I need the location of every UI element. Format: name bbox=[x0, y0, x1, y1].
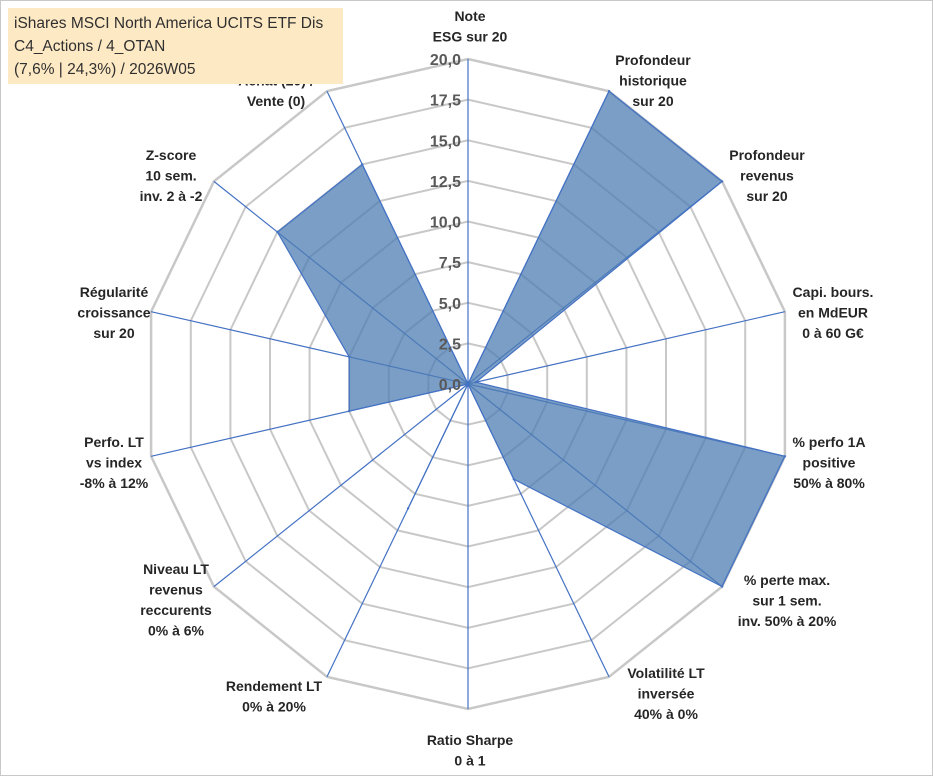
data-point-niveau_rev bbox=[466, 382, 470, 386]
data-point-capi bbox=[474, 381, 478, 384]
axis-label-zscore: Z-score 10 sem. inv. 2 à -2 bbox=[140, 147, 203, 204]
series-layer bbox=[276, 90, 787, 588]
tick-label-5: 12,5 bbox=[430, 174, 461, 191]
axis-label-prof_rev: Profondeur revenus sur 20 bbox=[729, 147, 805, 204]
tick-label-8: 20,0 bbox=[430, 52, 461, 69]
axis-label-niveau_rev: Niveau LT revenus reccurents 0% à 6% bbox=[140, 561, 212, 639]
data-point-perfo_lt bbox=[348, 409, 351, 413]
tick-label-3: 7,5 bbox=[439, 255, 461, 272]
tick-label-1: 2,5 bbox=[439, 336, 461, 353]
data-point-prof_hist bbox=[607, 90, 611, 93]
spoke-niveau_rev bbox=[213, 383, 469, 588]
tick-label-0: 0,0 bbox=[439, 377, 461, 394]
data-point-vol_lt bbox=[512, 478, 515, 481]
axis-label-esg: Note ESG sur 20 bbox=[433, 8, 508, 45]
tick-label-2: 5,0 bbox=[439, 296, 461, 313]
spoke-capi bbox=[467, 311, 786, 385]
data-point-rendement bbox=[406, 507, 410, 510]
chart-title-line-1: iShares MSCI North America UCITS ETF Dis bbox=[14, 15, 324, 32]
tick-label-6: 15,0 bbox=[430, 133, 461, 150]
tick-label-4: 10,0 bbox=[430, 215, 461, 232]
chart-title-line-2: C4_Actions / 4_OTAN bbox=[14, 38, 166, 55]
data-point-prof_rev bbox=[720, 180, 724, 183]
data-point-momentum bbox=[361, 163, 364, 166]
data-point-regularite bbox=[348, 355, 351, 359]
axis-label-perfo_lt: Perfo. LT vs index -8% à 12% bbox=[80, 434, 149, 491]
axis-label-perfo_1a: % perfo 1A positive 50% à 80% bbox=[792, 434, 865, 491]
axis-label-prof_hist: Profondeur historique sur 20 bbox=[615, 52, 691, 109]
axis-label-sharpe: Ratio Sharpe 0 à 1 bbox=[427, 732, 514, 769]
axis-label-capi: Capi. bours. en MdEUR 0 à 60 G€ bbox=[793, 284, 874, 341]
data-point-perfo_1a bbox=[783, 455, 787, 458]
axis-label-rendement: Rendement LT 0% à 20% bbox=[226, 678, 323, 715]
tick-label-7: 17,5 bbox=[430, 93, 461, 110]
tick-layer: 0,0 2,5 5,0 7,5 10,0 12,5 15,0 17,5 20,0 bbox=[430, 52, 461, 394]
axis-label-perte_max: % perte max. sur 1 sem. inv. 50% à 20% bbox=[738, 572, 837, 629]
chart-title-box: iShares MSCI North America UCITS ETF Dis… bbox=[8, 8, 343, 84]
data-point-perte_max bbox=[720, 585, 724, 588]
series-area bbox=[276, 90, 786, 588]
axis-label-vol_lt: Volatilité LT inversée 40% à 0% bbox=[627, 665, 705, 722]
data-point-zscore bbox=[276, 230, 279, 234]
axis-label-regularite: Régularité croissance sur 20 bbox=[77, 284, 150, 341]
chart-title-line-3: (7,6% | 24,3%) / 2026W05 bbox=[14, 61, 196, 78]
